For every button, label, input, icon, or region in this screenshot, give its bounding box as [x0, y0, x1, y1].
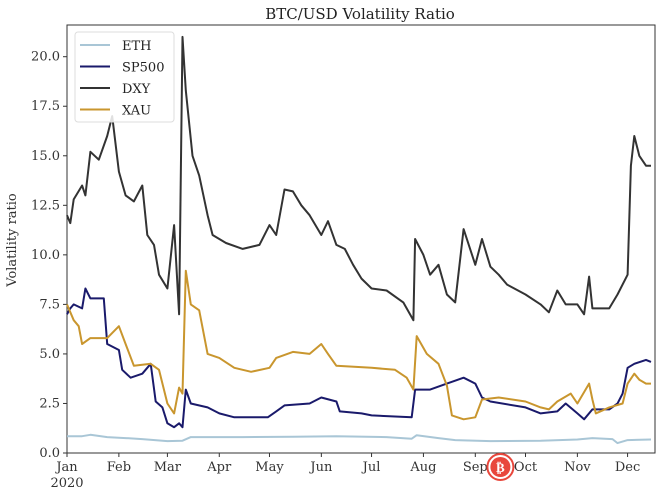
chart-title: BTC/USD Volatility Ratio — [265, 5, 455, 23]
x-tick-label: Apr — [206, 460, 232, 475]
y-axis-label: Volatility ratio — [5, 193, 20, 288]
legend-box — [74, 31, 175, 123]
x-tick-label: Dec — [615, 460, 640, 475]
series-line-eth — [67, 433, 652, 445]
y-tick-label: 7.5 — [39, 297, 60, 312]
y-tick-label: 17.5 — [31, 99, 60, 114]
series-line-dxy — [66, 35, 651, 322]
series-line-xau — [66, 269, 651, 421]
x-tick-sublabel: 2020 — [50, 476, 83, 491]
watermark-circle — [490, 457, 511, 477]
legend: ETH SP500 DXY XAU — [74, 31, 175, 123]
x-tick-label: Aug — [409, 460, 436, 475]
x-tick-label: Jun — [308, 460, 333, 475]
y-tick-label: 0.0 — [39, 446, 60, 461]
watermark-ring — [486, 453, 515, 481]
x-tick-label: Nov — [564, 460, 591, 475]
x-tick-label: Jul — [361, 460, 381, 475]
watermark-logo: ₿ — [486, 453, 515, 481]
bitcoin-icon: ₿ — [496, 461, 505, 476]
legend-label-xau: XAU — [122, 104, 151, 119]
series-lines — [66, 35, 652, 445]
x-tick-label: Mar — [154, 460, 182, 475]
series-line-sp500 — [66, 287, 652, 429]
plot-frame — [66, 24, 656, 454]
x-tick-label: Jan — [54, 460, 78, 475]
y-tick-label: 10.0 — [31, 248, 60, 263]
y-tick-label: 15.0 — [31, 149, 60, 164]
x-tick-label: Oct — [514, 460, 538, 475]
x-tick-label: May — [255, 460, 284, 475]
legend-label-dxy: DXY — [122, 82, 151, 97]
y-tick-label: 12.5 — [31, 198, 60, 213]
legend-label-sp500: SP500 — [122, 61, 164, 76]
x-tick-label: Sep — [463, 460, 488, 475]
y-tick-label: 5.0 — [39, 347, 60, 362]
x-tick-label: Feb — [107, 460, 131, 475]
y-tick-label: 2.5 — [39, 396, 60, 411]
legend-label-eth: ETH — [122, 39, 152, 54]
y-tick-label: 20.0 — [31, 50, 60, 65]
